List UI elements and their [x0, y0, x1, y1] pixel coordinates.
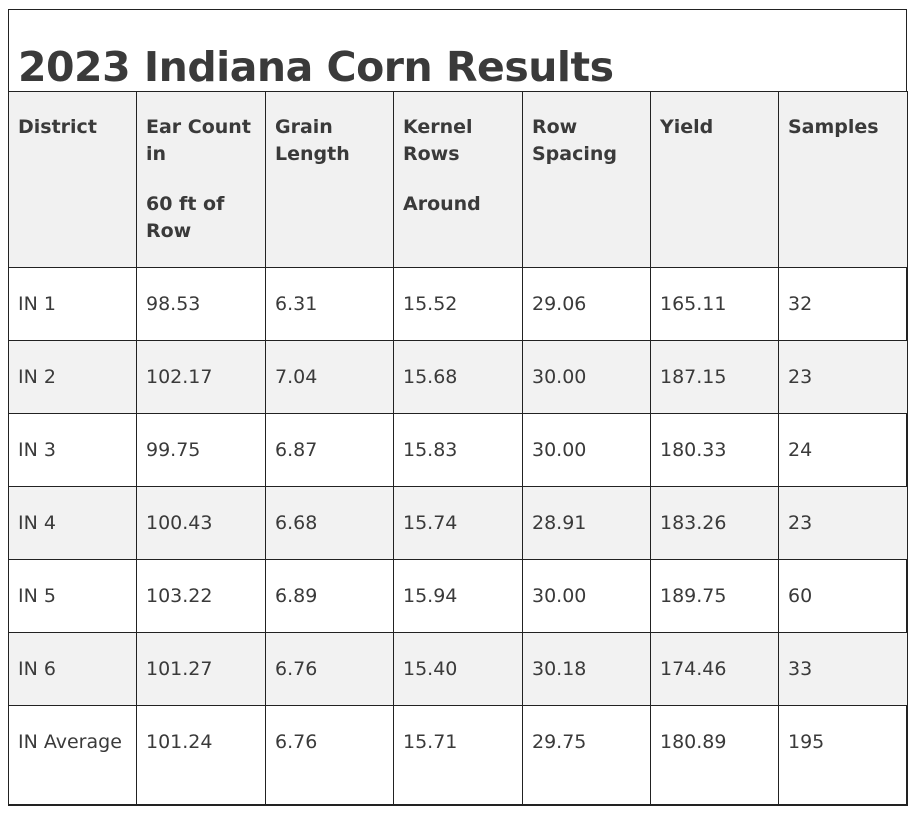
cell-row-spacing: 29.06 [522, 267, 651, 341]
page-title: 2023 Indiana Corn Results [18, 43, 614, 91]
table-row: IN 6 101.27 6.76 15.40 30.18 174.46 33 [8, 632, 908, 706]
cell-samples: 195 [778, 705, 908, 806]
cell-kernel-rows: 15.94 [393, 559, 523, 633]
cell-district: IN 2 [8, 340, 137, 414]
column-header-label: Samples [788, 116, 879, 138]
cell-samples: 23 [778, 486, 908, 560]
cell-grain-length: 6.76 [265, 705, 394, 806]
column-header-grain-length: Grain Length [265, 91, 394, 268]
column-header-label: Grain Length [275, 116, 350, 165]
cell-samples: 32 [778, 267, 908, 341]
column-header-label: Yield [660, 116, 714, 138]
cell-row-spacing: 30.00 [522, 340, 651, 414]
cell-ear-count: 101.27 [136, 632, 266, 706]
cell-row-spacing: 29.75 [522, 705, 651, 806]
column-header-yield: Yield [650, 91, 779, 268]
column-header-label: Ear Count in [146, 116, 251, 165]
table-row: IN 3 99.75 6.87 15.83 30.00 180.33 24 [8, 413, 908, 487]
column-header-sublabel: 60 ft of Row [146, 193, 225, 242]
cell-grain-length: 6.68 [265, 486, 394, 560]
cell-yield: 189.75 [650, 559, 779, 633]
cell-ear-count: 99.75 [136, 413, 266, 487]
cell-yield: 180.33 [650, 413, 779, 487]
column-header-sublabel: Around [403, 193, 481, 215]
cell-district: IN Average [8, 705, 137, 806]
cell-kernel-rows: 15.71 [393, 705, 523, 806]
cell-yield: 183.26 [650, 486, 779, 560]
cell-kernel-rows: 15.68 [393, 340, 523, 414]
cell-samples: 23 [778, 340, 908, 414]
cell-row-spacing: 30.18 [522, 632, 651, 706]
cell-district: IN 6 [8, 632, 137, 706]
table-row: IN 5 103.22 6.89 15.94 30.00 189.75 60 [8, 559, 908, 633]
cell-samples: 33 [778, 632, 908, 706]
column-header-ear-count: Ear Count in 60 ft of Row [136, 91, 266, 268]
cell-yield: 180.89 [650, 705, 779, 806]
cell-yield: 165.11 [650, 267, 779, 341]
cell-grain-length: 6.31 [265, 267, 394, 341]
table-row: IN 4 100.43 6.68 15.74 28.91 183.26 23 [8, 486, 908, 560]
cell-grain-length: 6.89 [265, 559, 394, 633]
cell-yield: 187.15 [650, 340, 779, 414]
table-row: IN 2 102.17 7.04 15.68 30.00 187.15 23 [8, 340, 908, 414]
cell-district: IN 4 [8, 486, 137, 560]
column-header-label: Kernel Rows [403, 116, 473, 165]
cell-grain-length: 7.04 [265, 340, 394, 414]
cell-ear-count: 102.17 [136, 340, 266, 414]
cell-ear-count: 100.43 [136, 486, 266, 560]
column-header-district: District [8, 91, 137, 268]
column-header-label: Row Spacing [532, 116, 618, 165]
results-table-container: 2023 Indiana Corn Results District Ear C… [8, 9, 908, 806]
cell-district: IN 5 [8, 559, 137, 633]
table-header-row: District Ear Count in 60 ft of Row Grain… [8, 91, 908, 268]
cell-yield: 174.46 [650, 632, 779, 706]
cell-row-spacing: 28.91 [522, 486, 651, 560]
cell-ear-count: 98.53 [136, 267, 266, 341]
cell-ear-count: 101.24 [136, 705, 266, 806]
column-header-kernel-rows: Kernel Rows Around [393, 91, 523, 268]
cell-district: IN 3 [8, 413, 137, 487]
cell-ear-count: 103.22 [136, 559, 266, 633]
cell-row-spacing: 30.00 [522, 559, 651, 633]
column-header-samples: Samples [778, 91, 908, 268]
corn-results-table: District Ear Count in 60 ft of Row Grain… [8, 91, 908, 806]
column-header-label: District [18, 116, 97, 138]
table-row: IN 1 98.53 6.31 15.52 29.06 165.11 32 [8, 267, 908, 341]
cell-grain-length: 6.76 [265, 632, 394, 706]
cell-row-spacing: 30.00 [522, 413, 651, 487]
cell-kernel-rows: 15.52 [393, 267, 523, 341]
cell-grain-length: 6.87 [265, 413, 394, 487]
cell-district: IN 1 [8, 267, 137, 341]
table-row-average: IN Average 101.24 6.76 15.71 29.75 180.8… [8, 705, 908, 806]
cell-kernel-rows: 15.74 [393, 486, 523, 560]
cell-samples: 60 [778, 559, 908, 633]
cell-samples: 24 [778, 413, 908, 487]
cell-kernel-rows: 15.40 [393, 632, 523, 706]
column-header-row-spacing: Row Spacing [522, 91, 651, 268]
cell-kernel-rows: 15.83 [393, 413, 523, 487]
